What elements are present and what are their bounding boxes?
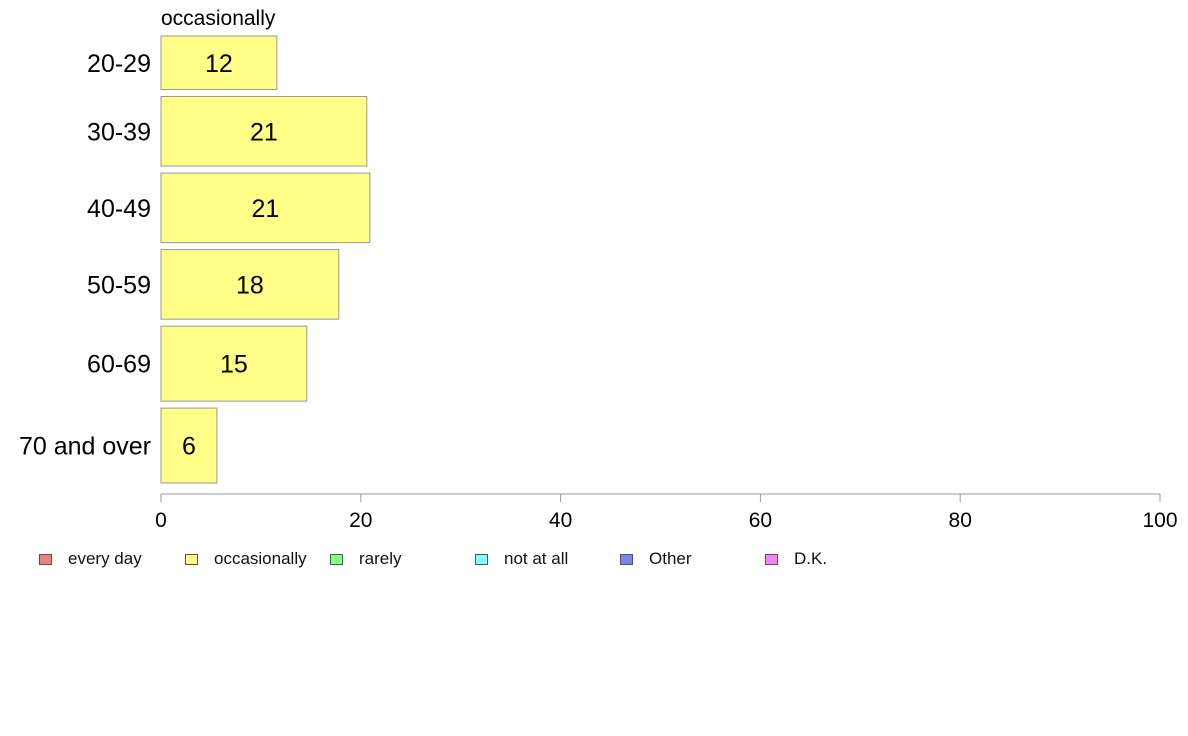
category-labels: 20-29 30-39 40-49 50-59 60-69 70 and over [19,50,151,461]
bar-2 [160,172,371,244]
category-label: 20-29 [87,50,151,78]
legend-swatch [185,553,198,565]
category-label: 50-59 [87,271,151,299]
bar-value-label: 18 [236,271,264,299]
legend-item: every day [39,549,142,569]
legend-label: D.K. [794,549,828,568]
legend-item: occasionally [185,549,307,569]
bar-3 [160,249,340,320]
legend-label: Other [649,549,692,568]
legend-swatch [475,553,488,565]
x-tick-label: 100 [1142,509,1177,532]
category-label: 70 and over [19,433,151,461]
legend-label: rarely [359,549,402,568]
legend-item: Other [620,549,692,569]
bars-group: 12 21 21 18 15 6 [160,35,371,484]
category-label: 60-69 [87,351,151,379]
legend-swatch [765,553,778,565]
x-tick-label: 80 [949,509,972,532]
legend-label: occasionally [214,549,307,568]
bar-1 [160,96,368,167]
series-title: occasionally [161,7,276,30]
legend-swatch [620,553,633,565]
legend-item: D.K. [765,549,827,569]
bar-value-label: 21 [250,118,278,146]
bar-value-label: 15 [220,351,248,379]
x-tick-label: 40 [549,509,572,532]
legend-item: rarely [330,549,402,569]
bar-value-label: 6 [182,433,196,461]
legend-swatch [39,553,52,565]
category-label: 40-49 [87,195,151,223]
bar-4 [160,325,308,402]
bar-value-label: 21 [251,195,279,223]
bar-5 [160,407,218,484]
legend-item: not at all [475,549,568,569]
bar-0 [160,35,278,91]
legend-swatch [330,553,343,565]
x-tick-label: 20 [349,509,372,532]
category-label: 30-39 [87,118,151,146]
bar-value-label: 12 [205,50,233,78]
x-axis: 0 20 40 60 80 100 [155,493,1178,532]
x-tick-label: 60 [749,509,772,532]
x-tick-label: 0 [155,509,167,532]
legend-label: every day [68,549,142,568]
legend-label: not at all [504,549,569,568]
